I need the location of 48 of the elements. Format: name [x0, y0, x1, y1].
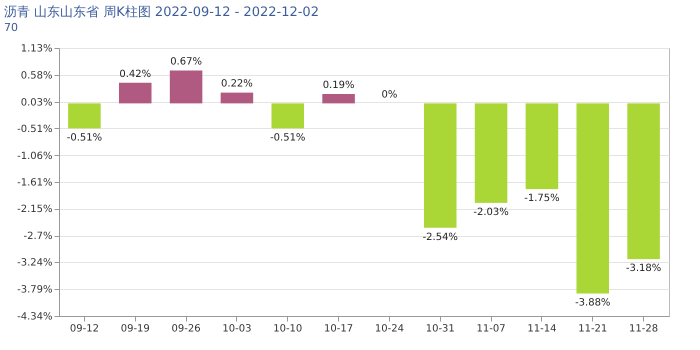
y-tick-label: 1.13%	[20, 44, 52, 54]
bar	[576, 103, 610, 294]
y-tick-label: -1.61%	[17, 178, 52, 189]
bar	[220, 92, 254, 104]
data-label: 0%	[381, 89, 398, 100]
bar	[118, 82, 152, 104]
y-tick-label: 0.03%	[20, 97, 52, 108]
bar	[474, 103, 508, 203]
bar	[627, 103, 660, 260]
chart-title: 沥青 山东山东省 周K柱图 2022-09-12 - 2022-12-02	[4, 5, 319, 20]
x-tick-label: 10-03	[222, 324, 252, 334]
bar	[424, 103, 457, 228]
data-label: -2.54%	[422, 232, 458, 243]
x-tick-label: 10-31	[426, 324, 455, 334]
data-label: 0.19%	[322, 80, 354, 92]
x-tick-label: 11-07	[476, 324, 506, 334]
x-tick-label: 11-21	[578, 324, 608, 334]
x-tick-label: 10-24	[374, 324, 404, 334]
y-tick-label: -3.79%	[17, 284, 52, 296]
y-tick-label: -0.51%	[17, 124, 52, 135]
bar	[322, 94, 355, 104]
y-tick-label: -1.06%	[17, 150, 52, 162]
data-label: 0.22%	[221, 78, 253, 90]
data-label: 0.67%	[170, 56, 202, 68]
data-label: -2.03%	[473, 206, 509, 218]
x-tick-label: 09-12	[70, 324, 99, 334]
y-tick-label: 0.58%	[20, 70, 52, 82]
y-tick-label: -2.15%	[17, 204, 52, 216]
x-tick-label: 11-14	[527, 324, 556, 334]
y-tick-label: -2.7%	[23, 231, 52, 242]
x-tick-label: 10-17	[324, 324, 354, 334]
x-tick-label: 09-26	[172, 324, 201, 334]
chart-subtitle: 70	[4, 21, 18, 34]
bar	[526, 103, 558, 190]
data-label: -1.75%	[524, 193, 560, 204]
x-tick-label: 10-10	[273, 324, 302, 334]
y-tick-label: -4.34%	[17, 312, 52, 322]
data-label: -3.88%	[575, 297, 610, 308]
data-label: -3.18%	[626, 263, 662, 274]
bar	[271, 103, 304, 128]
y-tick-label: -3.24%	[17, 258, 52, 269]
bar	[68, 103, 101, 128]
x-tick-label: 11-28	[629, 324, 658, 334]
data-label: -0.51%	[66, 132, 102, 144]
data-label: -0.51%	[270, 132, 306, 144]
x-tick-label: 09-19	[120, 324, 150, 334]
data-label: 0.42%	[119, 68, 152, 80]
bar	[170, 70, 202, 104]
